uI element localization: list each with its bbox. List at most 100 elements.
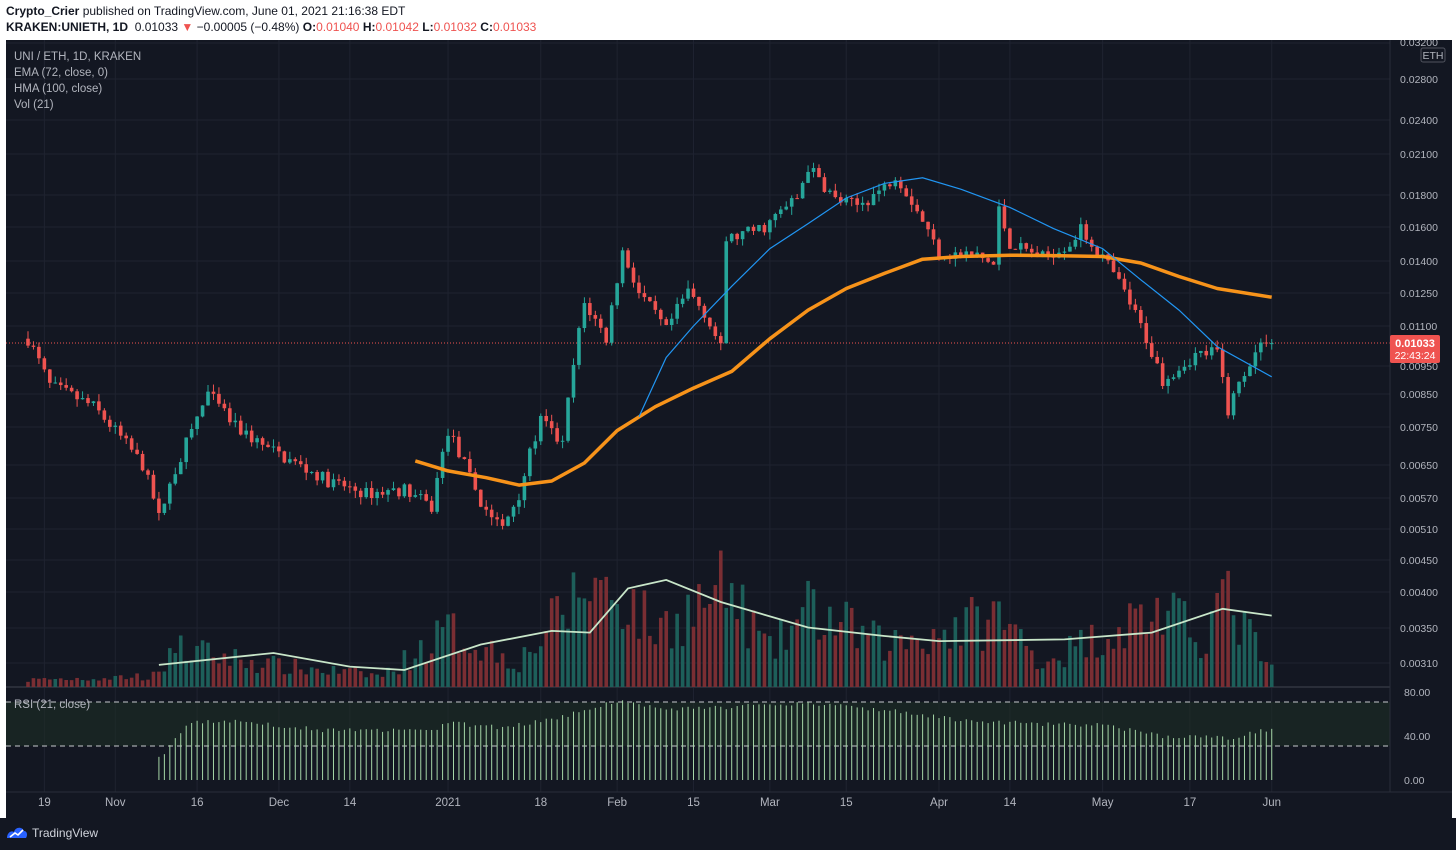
candle-body bbox=[217, 393, 221, 404]
candle-body bbox=[118, 425, 123, 436]
volume-bar bbox=[375, 674, 379, 687]
volume-bar bbox=[1253, 632, 1258, 687]
candle-body bbox=[708, 317, 712, 327]
candle-body bbox=[735, 233, 739, 240]
candle-body bbox=[877, 190, 881, 195]
price-tick-label: 0.01600 bbox=[1400, 222, 1438, 234]
volume-bar bbox=[1040, 668, 1045, 687]
candle-body bbox=[489, 509, 494, 518]
volume-bar bbox=[604, 576, 609, 687]
price-axis[interactable]: 0.02800 0.02400 0.02100 0.01800 0.01600 0.014… bbox=[1400, 40, 1438, 670]
volume-bar bbox=[435, 620, 439, 687]
volume-bar bbox=[1248, 619, 1252, 687]
volume-bar bbox=[1199, 658, 1203, 687]
rsi-axis[interactable]: 80.00 40.00 0.00 bbox=[1404, 687, 1430, 787]
price-tick-label: 0.00510 bbox=[1400, 524, 1438, 536]
candle-body bbox=[664, 319, 669, 325]
candle-body bbox=[888, 184, 892, 187]
candle-body bbox=[637, 282, 641, 294]
volume-bar bbox=[424, 662, 429, 687]
volume-bar bbox=[560, 614, 565, 687]
candle-body bbox=[162, 503, 167, 513]
publisher-name[interactable]: Crypto_Crier bbox=[6, 4, 80, 18]
chart-canvas[interactable]: 0.02800 0.02400 0.02100 0.01800 0.01600 0.014… bbox=[6, 40, 1452, 818]
candle-body bbox=[642, 293, 647, 298]
legend-rsi[interactable]: RSI (21, close) bbox=[14, 699, 90, 711]
price-tick-label: 0.00650 bbox=[1400, 460, 1438, 472]
candle-body bbox=[457, 436, 461, 458]
tradingview-logo-icon[interactable] bbox=[6, 824, 28, 840]
volume-bar bbox=[102, 678, 107, 687]
candle-body bbox=[517, 500, 521, 507]
candle-body bbox=[658, 309, 663, 320]
candle-body bbox=[1111, 260, 1116, 273]
volume-bar bbox=[1128, 603, 1132, 687]
candle-body bbox=[206, 391, 210, 406]
volume-bar bbox=[1171, 592, 1176, 687]
candle-body bbox=[1199, 350, 1203, 353]
volume-bar bbox=[593, 577, 598, 687]
volume-bar bbox=[91, 679, 96, 687]
volume-bar bbox=[1062, 667, 1067, 687]
volume-bar bbox=[1220, 579, 1225, 687]
candle-body bbox=[375, 491, 379, 499]
volume-bar bbox=[140, 680, 145, 687]
candle-body bbox=[42, 358, 47, 370]
candle-body bbox=[157, 498, 161, 513]
volume-bar bbox=[238, 659, 243, 687]
volume-bar bbox=[58, 678, 63, 687]
volume-bar bbox=[680, 646, 685, 687]
price-tick-label: 0.00570 bbox=[1400, 493, 1438, 505]
candle-body bbox=[1073, 239, 1078, 247]
candle-body bbox=[680, 298, 685, 304]
volume-bar bbox=[849, 607, 854, 687]
legend-vol[interactable]: Vol (21) bbox=[14, 99, 54, 111]
candle-body bbox=[189, 428, 194, 438]
candle-body bbox=[37, 346, 41, 359]
volume-bar bbox=[1149, 621, 1154, 687]
candle-body bbox=[899, 180, 903, 189]
candle-body bbox=[615, 283, 619, 306]
volume-bar bbox=[1095, 657, 1099, 687]
candle-body bbox=[380, 491, 385, 495]
volume-bar bbox=[582, 598, 587, 687]
candle-body bbox=[1046, 251, 1050, 256]
hma-100-line bbox=[638, 177, 1272, 417]
candle-body bbox=[1117, 272, 1121, 279]
candle-body bbox=[140, 453, 145, 471]
candle-body bbox=[1209, 347, 1214, 356]
candle-body bbox=[1089, 239, 1094, 247]
volume-bar bbox=[511, 668, 516, 687]
volume-bar bbox=[997, 601, 1001, 687]
candle-body bbox=[369, 487, 374, 499]
time-tick-label: Apr bbox=[930, 797, 948, 809]
volume-bar bbox=[718, 550, 723, 687]
volume-bar bbox=[1029, 650, 1034, 687]
candle-body bbox=[1253, 352, 1258, 367]
time-tick-label: 18 bbox=[534, 797, 547, 809]
candle-body bbox=[1068, 246, 1072, 252]
volume-bar bbox=[413, 658, 418, 687]
legend-hma[interactable]: HMA (100, close) bbox=[14, 83, 102, 95]
volume-bar bbox=[991, 601, 996, 687]
candle-body bbox=[789, 198, 794, 207]
candle-body bbox=[413, 495, 418, 497]
candle-body bbox=[937, 239, 941, 260]
candle-body bbox=[528, 448, 532, 477]
legend-ema[interactable]: EMA (72, close, 0) bbox=[14, 67, 108, 79]
volume-bar bbox=[97, 680, 101, 687]
candle-body bbox=[795, 198, 799, 200]
tradingview-brand[interactable]: TradingView bbox=[32, 826, 99, 840]
legend-title[interactable]: UNI / ETH, 1D, KRAKEN bbox=[14, 51, 141, 63]
candle-body bbox=[1149, 343, 1154, 357]
volume-bar bbox=[740, 584, 745, 687]
volume-bar bbox=[882, 660, 887, 687]
candle-body bbox=[991, 261, 996, 265]
volume-bar bbox=[1226, 570, 1230, 687]
candle-body bbox=[233, 420, 238, 423]
time-axis[interactable]: 19 Nov 16 Dec 14 2021 18 Feb 15 Mar 15 Apr 14 May 17 Ju… bbox=[38, 797, 1281, 809]
candle-body bbox=[506, 516, 510, 526]
candle-body bbox=[833, 190, 838, 198]
volume-bar bbox=[648, 635, 652, 687]
candle-body bbox=[124, 435, 128, 439]
